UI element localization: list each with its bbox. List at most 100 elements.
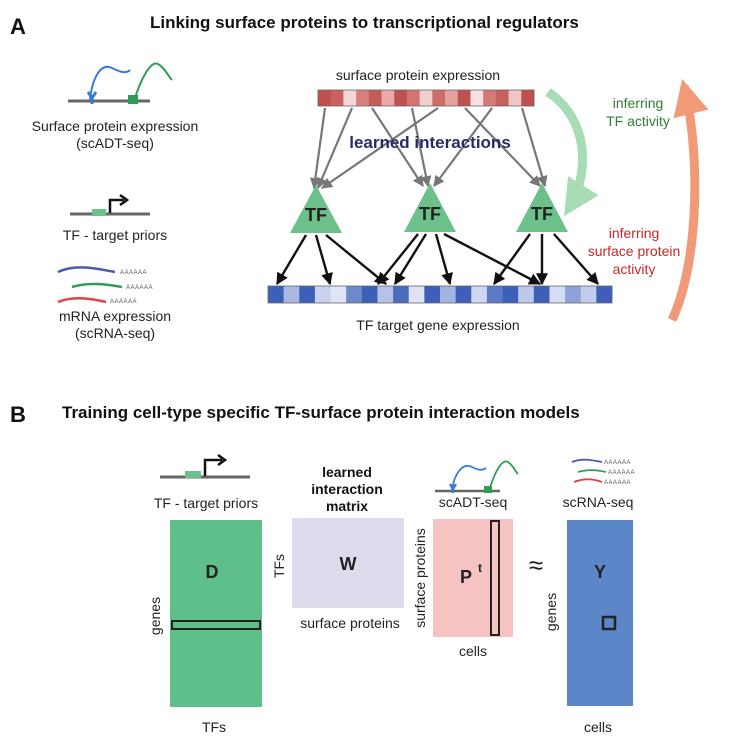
surface-bar-cell — [419, 90, 433, 106]
matrix-w-header-1: learned — [322, 464, 372, 480]
matrix-y — [567, 520, 633, 706]
mrna-icon-b — [571, 458, 607, 483]
surface-bar-cell — [521, 90, 535, 106]
surface-bar-cell — [343, 90, 357, 106]
target-bar-cell — [471, 286, 488, 303]
legend-surface-label-2: (scADT-seq) — [76, 135, 154, 151]
tf-node-3 — [516, 183, 568, 232]
target-bar-cell — [361, 286, 378, 303]
surface-to-tf-arrows — [309, 107, 548, 190]
target-bar-outline — [267, 285, 613, 304]
matrix-y-col-label: cells — [584, 719, 612, 735]
matrix-d-col-label: TFs — [202, 719, 226, 735]
target-bar-cell — [502, 286, 519, 303]
promoter-icon — [70, 193, 150, 216]
infer-tf-arrow — [545, 88, 599, 217]
matrix-y-letter: Y — [594, 562, 606, 582]
tf-to-target-arrows — [275, 232, 599, 286]
surface-bar-cell — [318, 90, 332, 106]
surface-bar-cell — [394, 90, 408, 106]
matrix-d-row-label: genes — [147, 597, 163, 635]
infer-surface-arrow — [667, 79, 709, 322]
target-bar-cell — [440, 286, 456, 303]
surface-expression-label: surface protein expression — [336, 67, 500, 83]
panel-a-title: Linking surface proteins to transcriptio… — [150, 13, 579, 32]
surface-bar-cell — [445, 90, 459, 106]
target-bar-cell — [268, 286, 284, 303]
target-bar-cell — [408, 286, 425, 303]
matrix-y-cell-highlight — [601, 615, 617, 631]
target-bar-cell — [346, 286, 363, 303]
legend-tf-priors-label: TF - target priors — [63, 227, 167, 243]
surface-expression-bar — [317, 89, 535, 107]
polya-3: AAAAAA — [110, 299, 137, 305]
infer-sp-label-1: inferring — [609, 225, 660, 241]
polya-b-3: AAAAAA — [604, 480, 631, 486]
surface-bar-cell — [457, 90, 471, 106]
polya-b-1: AAAAAA — [604, 460, 631, 466]
panel-a-letter: A — [10, 14, 26, 39]
matrix-p-column-highlight — [490, 520, 500, 636]
surface-bar-cell — [495, 90, 509, 106]
target-bar-cell — [533, 286, 550, 303]
matrix-p-superscript: t — [478, 561, 482, 575]
tf-node-2-label: TF — [419, 204, 441, 224]
surface-bar-cell — [483, 90, 497, 106]
matrix-w-header-2: interaction — [311, 481, 383, 497]
tf-node-2 — [404, 183, 456, 232]
surface-bar-cell — [368, 90, 382, 106]
promoter-icon-b — [160, 453, 250, 479]
matrix-w-header-3: matrix — [326, 498, 368, 514]
matrix-y-header: scRNA-seq — [563, 494, 634, 510]
target-bar-cell — [565, 286, 582, 303]
approx-symbol: ≈ — [529, 550, 543, 580]
matrix-d-letter: D — [206, 562, 219, 582]
target-bar-cell — [299, 286, 316, 303]
polya-b-2: AAAAAA — [608, 470, 635, 476]
target-bar-cell — [377, 286, 394, 303]
tf-node-1-label: TF — [305, 205, 327, 225]
target-bar-cell — [486, 286, 503, 303]
surface-bar-cell — [508, 90, 522, 106]
matrix-w-letter: W — [340, 554, 357, 574]
matrix-w — [292, 518, 404, 608]
target-bar-cell — [596, 286, 613, 303]
mrna-icon — [57, 266, 123, 304]
target-bar-cell — [580, 286, 597, 303]
infer-tf-label-1: inferring — [613, 95, 664, 111]
learned-interactions-label: learned interactions — [349, 133, 511, 152]
tf-node-1 — [290, 185, 342, 233]
target-bar-cell — [330, 286, 347, 303]
matrix-p-header: scADT-seq — [439, 494, 507, 510]
b-tf-priors-label: TF - target priors — [154, 495, 258, 511]
matrix-w-row-label: TFs — [271, 554, 287, 578]
matrix-w-col-label: surface proteins — [300, 615, 400, 631]
polya-1: AAAAAA — [120, 270, 147, 276]
target-expression-label: TF target gene expression — [356, 317, 519, 333]
matrix-p-col-label: cells — [459, 643, 487, 659]
infer-tf-label-2: TF activity — [606, 113, 670, 129]
panel-b-title: Training cell-type specific TF-surface p… — [62, 403, 580, 422]
matrix-p — [433, 519, 513, 637]
matrix-p-letter: P — [460, 567, 472, 587]
matrix-y-row-label: genes — [543, 593, 559, 631]
legend-mrna-label-2: (scRNA-seq) — [75, 325, 155, 341]
target-bar-cell — [424, 286, 441, 303]
surface-bar-cell — [470, 90, 484, 106]
infer-sp-label-3: activity — [613, 261, 656, 277]
tf-node-3-label: TF — [531, 204, 553, 224]
target-bar-cell — [283, 286, 300, 303]
polya-2: AAAAAA — [126, 285, 153, 291]
surface-bar-outline — [317, 89, 535, 107]
target-bar-cell — [455, 286, 472, 303]
surface-bar-cell — [406, 90, 420, 106]
panel-b-letter: B — [10, 402, 26, 427]
surface-bar-cell — [356, 90, 370, 106]
infer-sp-label-2: surface protein — [588, 243, 681, 259]
target-bar-cell — [314, 286, 331, 303]
matrix-d-row-highlight — [171, 620, 261, 630]
surface-bar-cell — [432, 90, 446, 106]
legend-mrna-label-1: mRNA expression — [59, 308, 171, 324]
